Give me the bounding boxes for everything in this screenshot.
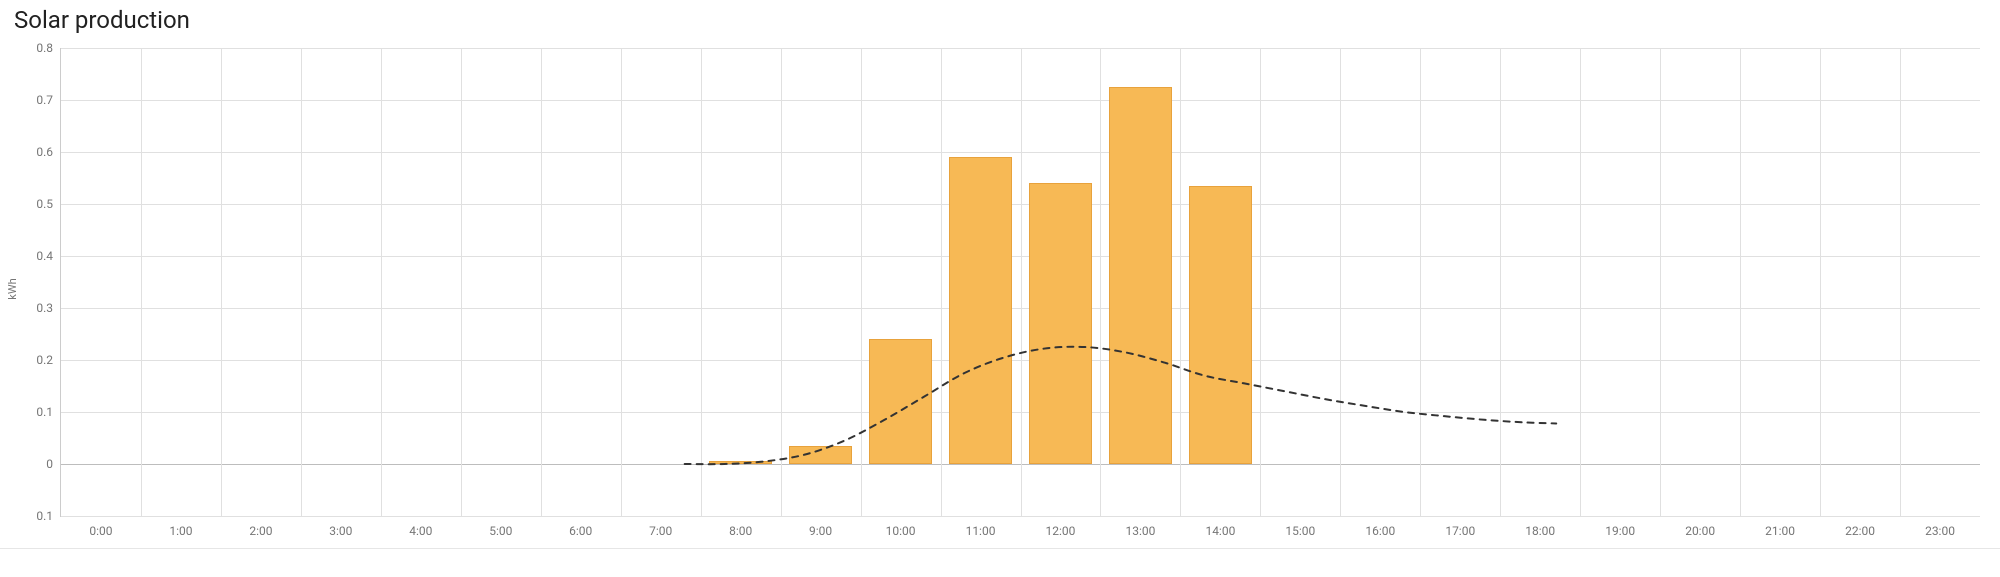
chart-plot-area: 0.80.70.60.50.40.30.20.100.10:001:002:00… (60, 48, 1980, 517)
gridline-vertical (1740, 48, 1741, 516)
gridline-vertical (1260, 48, 1261, 516)
gridline-vertical (1021, 48, 1022, 516)
gridline-vertical (461, 48, 462, 516)
y-tick-label: 0.1 (36, 509, 53, 523)
y-tick-label: 0.3 (36, 301, 53, 315)
gridline-vertical (141, 48, 142, 516)
gridline-vertical (1820, 48, 1821, 516)
gridline-vertical (1100, 48, 1101, 516)
y-axis-label: kWh (6, 278, 19, 299)
gridline-vertical (781, 48, 782, 516)
x-tick-label: 16:00 (1365, 524, 1395, 538)
gridline-vertical (1180, 48, 1181, 516)
x-tick-label: 10:00 (886, 524, 916, 538)
gridline-vertical (1420, 48, 1421, 516)
card-divider (0, 548, 2000, 549)
x-tick-label: 1:00 (169, 524, 192, 538)
x-tick-label: 6:00 (569, 524, 592, 538)
chart-title: Solar production (14, 6, 190, 34)
gridline-vertical (1900, 48, 1901, 516)
y-tick-label: 0.2 (36, 353, 53, 367)
gridline-vertical (381, 48, 382, 516)
production-bar[interactable] (869, 339, 931, 464)
production-bar[interactable] (1029, 183, 1091, 464)
x-tick-label: 18:00 (1525, 524, 1555, 538)
production-bar[interactable] (709, 461, 771, 464)
x-tick-label: 15:00 (1285, 524, 1315, 538)
x-tick-label: 2:00 (249, 524, 272, 538)
x-tick-label: 21:00 (1765, 524, 1795, 538)
gridline-vertical (941, 48, 942, 516)
y-tick-label: 0 (46, 457, 53, 471)
x-tick-label: 14:00 (1205, 524, 1235, 538)
x-tick-label: 11:00 (966, 524, 996, 538)
x-tick-label: 12:00 (1046, 524, 1076, 538)
solar-production-card: Solar production kWh 0.80.70.60.50.40.30… (0, 0, 2000, 577)
y-tick-label: 0.8 (36, 41, 53, 55)
y-tick-label: 0.5 (36, 197, 53, 211)
x-tick-label: 19:00 (1605, 524, 1635, 538)
gridline-vertical (861, 48, 862, 516)
gridline-vertical (301, 48, 302, 516)
y-tick-label: 0.6 (36, 145, 53, 159)
gridline-vertical (621, 48, 622, 516)
x-tick-label: 13:00 (1125, 524, 1155, 538)
production-bar[interactable] (789, 446, 851, 464)
production-bar[interactable] (949, 157, 1011, 464)
y-tick-label: 0.1 (36, 405, 53, 419)
x-tick-label: 0:00 (89, 524, 112, 538)
x-tick-label: 5:00 (489, 524, 512, 538)
x-tick-label: 17:00 (1445, 524, 1475, 538)
gridline-vertical (1660, 48, 1661, 516)
gridline-vertical (701, 48, 702, 516)
production-bar[interactable] (1109, 87, 1171, 464)
x-tick-label: 22:00 (1845, 524, 1875, 538)
x-tick-label: 3:00 (329, 524, 352, 538)
x-tick-label: 8:00 (729, 524, 752, 538)
y-tick-label: 0.4 (36, 249, 53, 263)
x-tick-label: 4:00 (409, 524, 432, 538)
x-tick-label: 23:00 (1925, 524, 1955, 538)
x-tick-label: 7:00 (649, 524, 672, 538)
x-tick-label: 20:00 (1685, 524, 1715, 538)
gridline-vertical (1340, 48, 1341, 516)
gridline-horizontal (61, 516, 1980, 517)
gridline-vertical (1500, 48, 1501, 516)
y-tick-label: 0.7 (36, 93, 53, 107)
x-tick-label: 9:00 (809, 524, 832, 538)
gridline-vertical (221, 48, 222, 516)
production-bar[interactable] (1189, 186, 1251, 464)
gridline-vertical (541, 48, 542, 516)
gridline-vertical (1580, 48, 1581, 516)
